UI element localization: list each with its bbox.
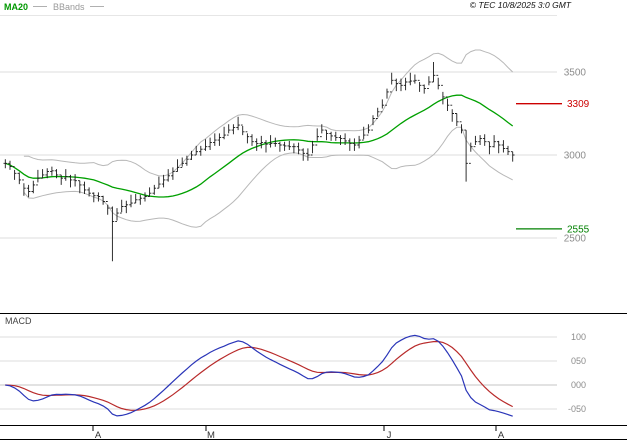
- ma20-legend-line-icon: [33, 5, 48, 7]
- chart-header: MA20 BBands: [4, 1, 623, 15]
- svg-text:2555: 2555: [567, 224, 590, 235]
- svg-text:3309: 3309: [567, 99, 590, 110]
- svg-text:A: A: [498, 430, 505, 440]
- svg-text:100: 100: [571, 332, 586, 342]
- svg-text:2500: 2500: [564, 234, 587, 245]
- ma20-legend-label: MA20: [4, 2, 29, 12]
- macd-lines: [5, 334, 513, 417]
- axis-labels: 3309 2555 3500 3000 2500 100 050 000 -050 A M J A: [95, 68, 590, 440]
- ma20-line: [5, 94, 514, 198]
- copyright-text: © TEC 10/8/2025 3:0 GMT: [469, 0, 571, 10]
- svg-text:000: 000: [571, 380, 586, 390]
- svg-text:3500: 3500: [564, 68, 587, 79]
- grid-lines: [0, 15, 557, 410]
- level-lines: [516, 103, 562, 230]
- bbands-legend-label: BBands: [53, 2, 85, 12]
- macd-panel-label: MACD: [5, 316, 32, 326]
- svg-text:050: 050: [571, 356, 586, 366]
- axes: [0, 313, 627, 431]
- svg-text:-050: -050: [568, 404, 586, 414]
- bbands-legend-line-icon: [89, 5, 104, 7]
- svg-text:A: A: [95, 430, 102, 440]
- price-bars: [3, 62, 515, 262]
- bollinger-bands: [23, 49, 514, 228]
- svg-text:J: J: [387, 430, 392, 440]
- svg-text:3000: 3000: [564, 151, 587, 162]
- svg-text:M: M: [207, 430, 215, 440]
